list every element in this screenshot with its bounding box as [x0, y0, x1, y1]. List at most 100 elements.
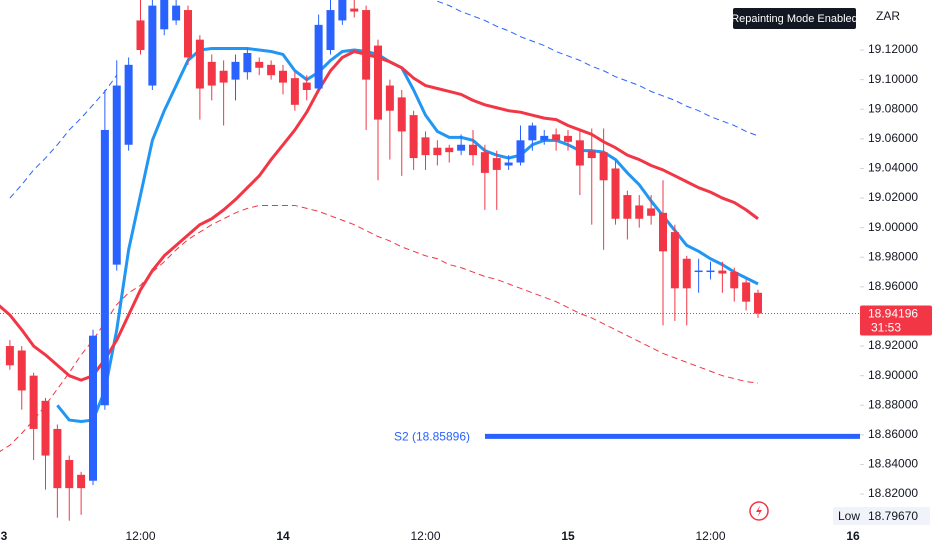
- x-tick-label: 14: [276, 529, 290, 543]
- candle-body: [231, 61, 240, 80]
- x-tick-label: 3: [1, 529, 8, 543]
- y-tick-label: 18.98000: [868, 249, 918, 263]
- candle-body: [469, 144, 477, 156]
- candle-body: [77, 474, 86, 489]
- candle-body: [528, 125, 537, 141]
- candle-body: [136, 20, 145, 51]
- y-tick-label: 19.10000: [868, 72, 918, 86]
- candle-body: [670, 232, 679, 289]
- candle-body: [243, 52, 252, 73]
- plot-area: S2 (18.85896): [0, 0, 860, 521]
- candle-body: [267, 64, 276, 76]
- candle-body: [362, 10, 371, 80]
- candle-body: [290, 78, 299, 105]
- y-tick-label: 19.06000: [868, 131, 918, 145]
- low-box: [833, 507, 930, 525]
- candle-body: [207, 61, 216, 86]
- candle-body: [350, 8, 359, 12]
- candle-body: [53, 428, 62, 489]
- countdown: 31:53: [871, 321, 901, 335]
- candle-body: [5, 346, 14, 366]
- candle-body: [457, 144, 466, 151]
- candle-body: [219, 70, 228, 83]
- candle-body: [302, 82, 311, 90]
- candle-body: [160, 0, 169, 30]
- candle-body: [112, 85, 121, 265]
- candle-body: [718, 270, 727, 274]
- badge: Repainting Mode Enabled: [731, 13, 858, 25]
- candle-body: [374, 45, 382, 120]
- candle-body: [409, 115, 418, 159]
- low-label: 18.79670: [868, 509, 918, 523]
- last-price-label: 18.94196: [868, 307, 918, 321]
- last-price-box: [860, 305, 932, 336]
- candle-body: [504, 162, 513, 166]
- candle-body: [445, 147, 454, 153]
- band-line: [0, 204, 759, 452]
- candle-body: [742, 282, 751, 302]
- candle-body: [29, 375, 38, 429]
- x-tick-label: 12:00: [410, 529, 440, 543]
- candle-body: [17, 350, 26, 391]
- y-tick-label: 19.12000: [868, 42, 918, 56]
- candle-body: [124, 64, 133, 145]
- x-tick-label: 12:00: [695, 529, 725, 543]
- candle-body: [148, 5, 157, 86]
- y-tick-label: 18.96000: [868, 279, 918, 293]
- y-tick-label: 18.90000: [868, 368, 918, 382]
- candle-body: [279, 70, 287, 83]
- y-tick-label: 19.04000: [868, 161, 918, 175]
- y-tick-label: 18.82000: [868, 486, 918, 500]
- symbol: ZAR: [876, 9, 900, 23]
- low-name: Low: [838, 509, 860, 523]
- candle-body: [730, 272, 739, 289]
- candle-body: [41, 400, 50, 456]
- level-label: S2 (18.85896): [394, 430, 470, 444]
- candle-body: [623, 195, 632, 219]
- candle-body: [754, 292, 762, 314]
- y-tick-label: 18.92000: [868, 338, 918, 352]
- x-tick-label: 16: [846, 529, 860, 543]
- y-tick-label: 19.02000: [868, 190, 918, 204]
- x-tick-label: 15: [561, 529, 575, 543]
- candle-body: [314, 24, 323, 89]
- candle-body: [575, 140, 584, 166]
- candle-body: [100, 129, 109, 406]
- y-tick-label: 18.84000: [868, 457, 918, 471]
- band-line: [9, 0, 759, 199]
- candle-body: [385, 85, 394, 111]
- candle-body: [659, 212, 667, 252]
- candle-body: [552, 134, 561, 141]
- candle-body: [397, 97, 406, 132]
- alert-icon[interactable]: [749, 501, 769, 521]
- candle-body: [599, 152, 608, 181]
- candle-body: [326, 10, 335, 51]
- candle-body: [706, 270, 715, 273]
- candle-body: [338, 0, 347, 21]
- candle-body: [516, 140, 525, 163]
- candle-body: [564, 135, 572, 142]
- badge-bg: [733, 8, 856, 29]
- candle-body: [421, 137, 430, 156]
- candle-body: [540, 135, 549, 141]
- candle-body: [480, 152, 489, 173]
- candle-body: [694, 270, 703, 273]
- y-tick-label: 18.86000: [868, 427, 918, 441]
- candle-body: [611, 168, 620, 219]
- candle-body: [184, 10, 192, 58]
- candle-body: [89, 335, 97, 481]
- candle-body: [587, 150, 596, 159]
- candle-body: [635, 205, 644, 219]
- candle-body: [682, 258, 691, 289]
- axes: 18.82000 18.84000 18.86000 18.88000 18.90000…: [1, 42, 932, 543]
- candle-body: [433, 147, 442, 156]
- x-tick-label: 12:00: [125, 529, 155, 543]
- y-tick-label: 18.88000: [868, 397, 918, 411]
- ma-line: [56, 47, 759, 424]
- candle-body: [492, 158, 501, 170]
- y-tick-label: 19.08000: [868, 101, 918, 115]
- y-tick-label: 19.00000: [868, 220, 918, 234]
